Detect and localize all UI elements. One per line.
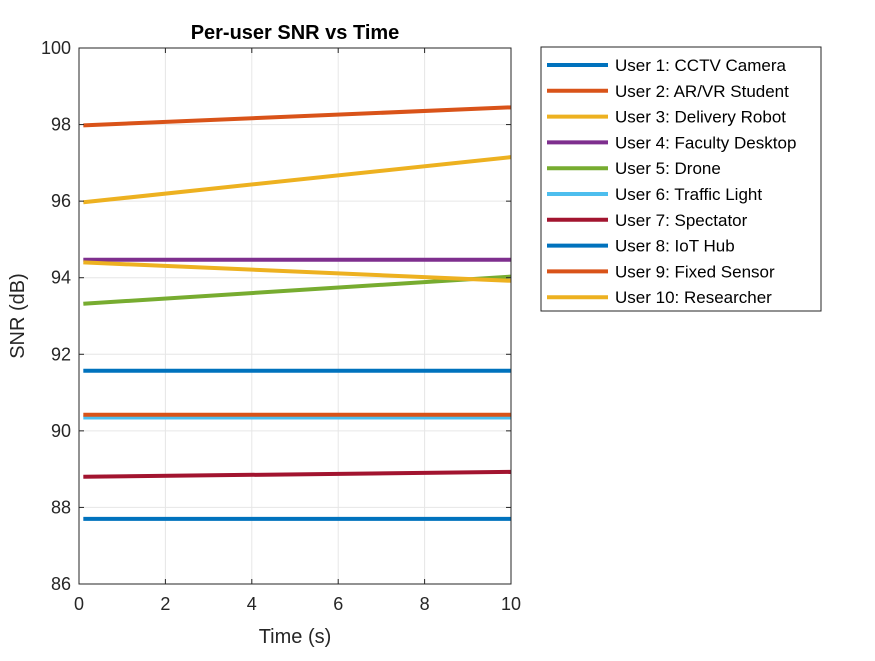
x-tick-label: 4 [247, 594, 257, 614]
y-tick-label: 86 [51, 574, 71, 594]
plot-frame [78, 47, 512, 585]
x-axis-label: Time (s) [259, 626, 332, 648]
legend-label-user-1: User 1: CCTV Camera [615, 56, 787, 75]
y-tick-label: 100 [41, 38, 71, 58]
legend-label-user-8: User 8: IoT Hub [615, 237, 735, 256]
legend-label-user-5: User 5: Drone [615, 159, 721, 178]
y-tick-label: 92 [51, 344, 71, 364]
series-line-user-3 [83, 155, 512, 205]
x-tick-label: 6 [333, 594, 343, 614]
series-line-user-10 [83, 260, 512, 283]
legend-label-user-6: User 6: Traffic Light [615, 185, 762, 204]
legend-label-user-7: User 7: Spectator [615, 211, 748, 230]
x-tick-label: 2 [160, 594, 170, 614]
legend: User 1: CCTV Camera User 2: AR/VR Student… [540, 46, 822, 312]
plot-area [79, 48, 511, 584]
y-tick-label: 94 [51, 268, 71, 288]
series-lines [83, 105, 512, 521]
y-tick-label: 96 [51, 191, 71, 211]
series-line-user-2 [83, 105, 512, 128]
chart-title: Per-user SNR vs Time [191, 22, 400, 44]
y-axis-label: SNR (dB) [7, 273, 29, 359]
x-tick-label: 8 [420, 594, 430, 614]
series-line-user-7 [83, 469, 512, 479]
x-axis-ticks: 0 2 4 6 8 10 [74, 48, 521, 614]
legend-label-user-4: User 4: Faculty Desktop [615, 133, 796, 152]
y-tick-label: 98 [51, 115, 71, 135]
series-line-user-5 [83, 274, 512, 306]
legend-label-user-2: User 2: AR/VR Student [615, 82, 789, 101]
y-tick-label: 88 [51, 497, 71, 517]
y-axis-ticks: 86 88 90 92 94 96 98 100 [41, 38, 511, 594]
legend-label-user-9: User 9: Fixed Sensor [615, 262, 775, 281]
legend-label-user-3: User 3: Delivery Robot [615, 108, 786, 127]
x-tick-label: 10 [501, 594, 521, 614]
y-tick-label: 90 [51, 421, 71, 441]
x-tick-label: 0 [74, 594, 84, 614]
legend-label-user-10: User 10: Researcher [615, 288, 772, 307]
